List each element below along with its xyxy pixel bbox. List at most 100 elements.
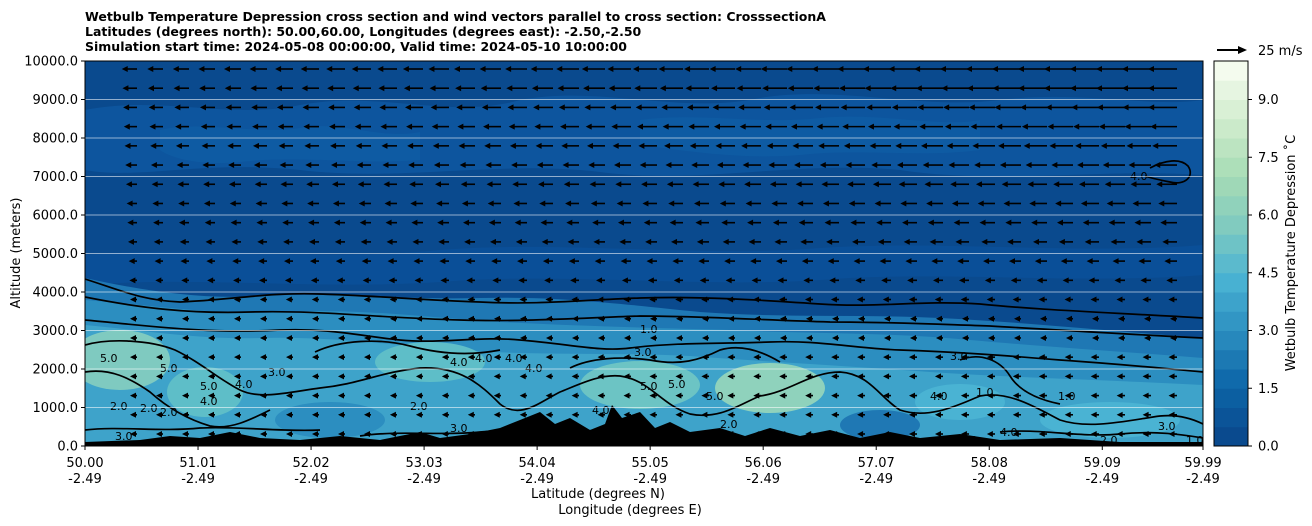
wind-arrow <box>1170 334 1177 341</box>
wind-arrow-head <box>1045 104 1052 111</box>
wind-arrow <box>436 200 449 207</box>
wind-arrow-head <box>260 354 266 361</box>
wind-arrow <box>768 162 787 169</box>
wind-arrow-head <box>338 373 344 380</box>
wind-arrow <box>312 373 319 380</box>
wind-arrow <box>1096 66 1125 72</box>
colorbar-frame <box>1213 60 1249 447</box>
wind-arrow-head <box>857 354 864 361</box>
wind-arrow-head <box>967 85 974 92</box>
wind-arrow <box>847 181 865 188</box>
wind-arrow-head <box>986 354 993 361</box>
wind-arrow-head <box>147 66 154 72</box>
wind-arrow <box>647 277 657 284</box>
wind-arrow <box>1014 315 1021 322</box>
wind-arrow <box>1036 277 1047 284</box>
wind-arrow-head <box>850 219 857 226</box>
wind-arrow-head <box>484 142 491 149</box>
wind-arrow <box>389 411 397 418</box>
wind-arrow-head <box>909 373 916 380</box>
wind-arrow-head <box>780 315 786 322</box>
wind-arrow-head <box>1066 334 1072 341</box>
wind-arrow <box>701 411 709 418</box>
wind-arrow <box>130 315 137 322</box>
wind-arrow-head <box>1116 431 1123 437</box>
wind-arrow-head <box>1088 277 1095 284</box>
wind-arrow-head <box>179 238 186 245</box>
x-tick-label-longitude: -2.49 <box>633 472 667 487</box>
terrain <box>85 405 1203 446</box>
wind-arrow-head <box>1038 373 1045 380</box>
wind-arrow <box>957 258 969 265</box>
wind-arrow <box>250 85 267 92</box>
wind-arrow <box>623 373 631 380</box>
colorbar: 0.01.53.04.56.07.59.0 Wetbulb Temperatur… <box>1213 60 1299 455</box>
wind-arrow-head <box>1034 258 1041 265</box>
wind-arrow <box>556 66 579 72</box>
wind-arrow-head <box>335 258 342 265</box>
wind-arrow-head <box>922 162 929 169</box>
wind-arrow-head <box>803 277 810 284</box>
wind-arrow-head <box>909 411 916 418</box>
wind-arrow <box>1104 181 1125 188</box>
wind-arrow-head <box>747 219 754 226</box>
wind-arrow-head <box>1132 200 1139 207</box>
wind-arrow-head <box>455 85 462 92</box>
wind-arrow <box>1168 373 1177 380</box>
wind-arrow-head <box>1070 85 1076 92</box>
wind-arrow <box>639 162 657 169</box>
wind-arrow-head <box>415 411 422 418</box>
wind-arrow-head <box>1136 238 1143 245</box>
wind-arrow <box>883 411 891 418</box>
wind-arrow <box>519 411 527 418</box>
wind-arrow-head <box>441 411 448 418</box>
quiver-key-label: 25 m/s <box>1258 44 1303 59</box>
wind-arrow <box>384 200 397 207</box>
wind-arrow <box>442 334 449 341</box>
wind-arrow <box>819 162 839 169</box>
wind-arrow-head <box>864 85 871 92</box>
wind-arrow-head <box>519 392 526 399</box>
wind-arrow <box>909 373 917 380</box>
wind-arrow <box>1018 85 1047 92</box>
wind-arrow <box>363 373 371 380</box>
wind-arrow-head <box>727 296 734 303</box>
wind-arrow-head <box>840 104 847 111</box>
wind-arrow <box>545 411 553 418</box>
wind-arrow-head <box>1158 200 1165 207</box>
colorbar-band <box>1214 99 1248 120</box>
wind-arrow-head <box>1110 238 1117 245</box>
wind-arrow-head <box>1040 315 1046 322</box>
wind-arrow <box>986 296 995 303</box>
wind-arrow <box>506 85 527 92</box>
wind-arrow-head <box>805 411 812 418</box>
wind-arrow <box>174 104 189 111</box>
wind-arrow-head <box>1077 162 1084 169</box>
wind-arrow-head <box>779 411 786 418</box>
wind-arrow <box>718 181 735 188</box>
wind-arrow-head <box>1018 85 1025 92</box>
wind-arrow <box>538 181 553 188</box>
wind-arrow-head <box>1064 296 1071 303</box>
wind-arrow <box>412 238 423 245</box>
wind-arrow-head <box>571 373 578 380</box>
wind-arrow <box>1114 277 1125 284</box>
wind-arrow-head <box>960 392 967 399</box>
wind-arrow <box>1088 277 1099 284</box>
wind-arrow <box>571 431 579 437</box>
wind-arrow <box>649 411 657 418</box>
wind-arrow <box>493 431 501 437</box>
wind-arrow <box>986 411 995 418</box>
wind-arrow-head <box>739 123 746 130</box>
wind-arrow <box>1118 315 1125 322</box>
x-tick-label-latitude: 50.00 <box>66 456 103 471</box>
wind-arrow <box>337 296 345 303</box>
contour-label: 4.0 <box>200 395 218 408</box>
wind-arrow <box>779 431 787 437</box>
wind-arrow-head <box>1044 85 1050 92</box>
wind-arrow <box>619 238 631 245</box>
wind-arrow <box>312 354 319 361</box>
wind-arrow <box>253 162 267 169</box>
wind-arrow <box>363 296 371 303</box>
wind-arrow <box>934 392 943 399</box>
